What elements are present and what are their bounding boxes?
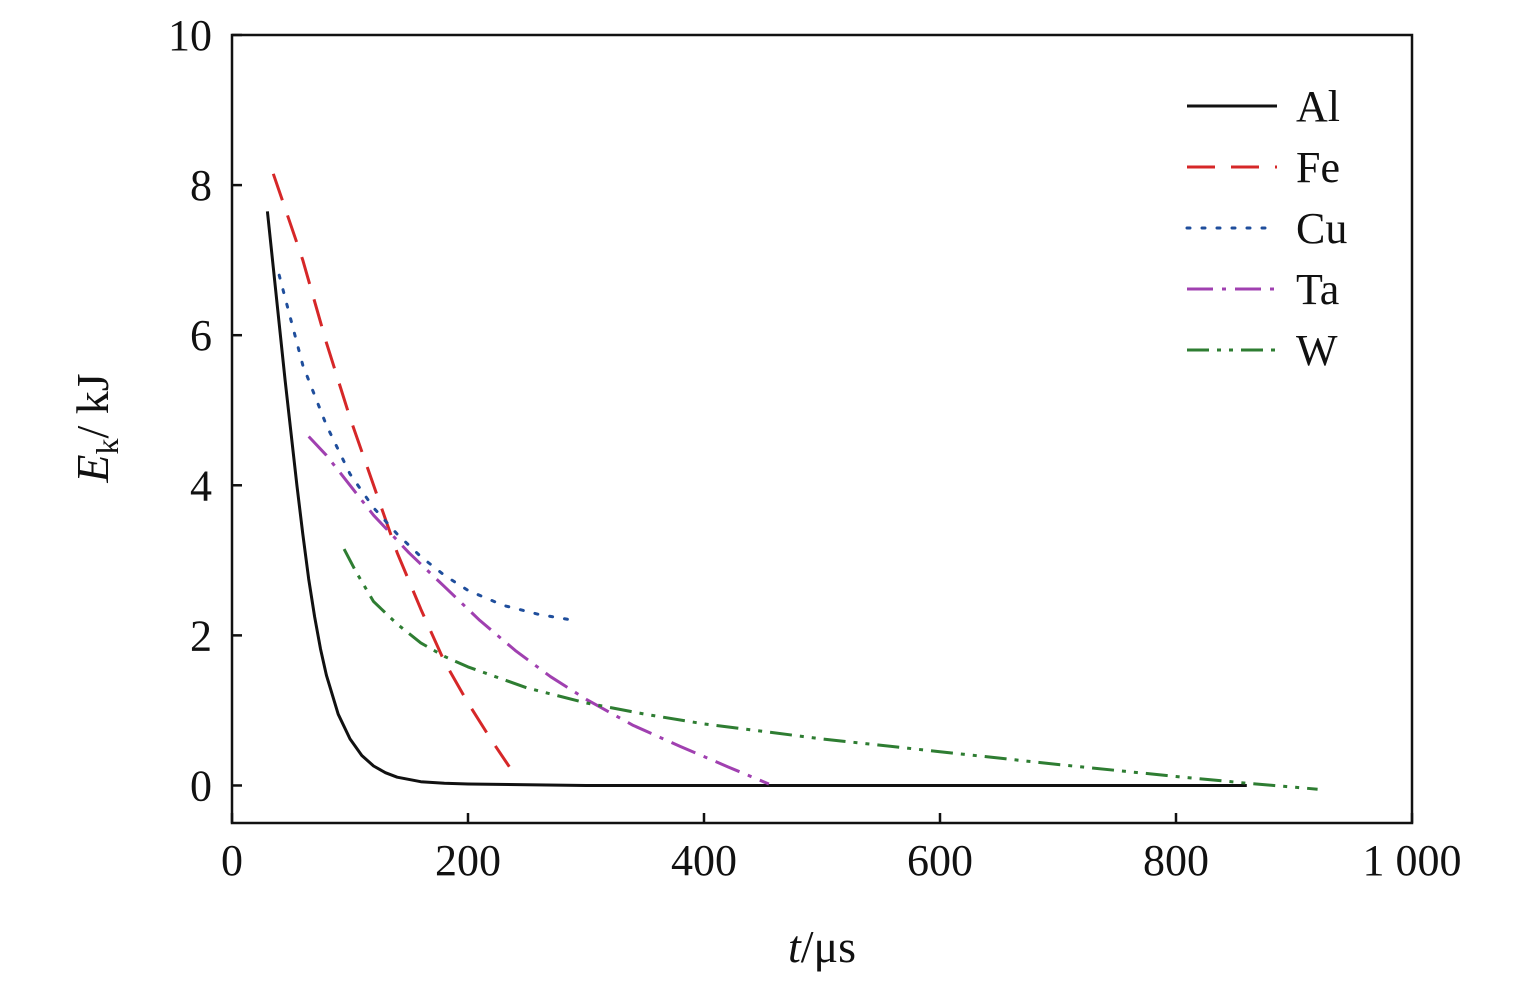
- y-tick-label: 2: [190, 611, 212, 660]
- x-axis-label: t/μs: [788, 921, 856, 972]
- plot-area: [230, 33, 1414, 825]
- y-tick-label: 4: [190, 461, 212, 510]
- plot-frame: [230, 33, 1414, 825]
- series-line-w: [342, 548, 1318, 791]
- legend-label-ta: Ta: [1296, 265, 1339, 314]
- x-tick-label: 200: [435, 836, 501, 885]
- legend-label-fe: Fe: [1296, 143, 1340, 192]
- x-tick-label: 600: [907, 836, 973, 885]
- x-axis-unit: /μs: [801, 921, 856, 972]
- legend-label-w: W: [1296, 326, 1338, 375]
- x-axis-ticks: 0 200 400 600 800 1 000: [221, 813, 1462, 885]
- legend-label-cu: Cu: [1296, 204, 1347, 253]
- x-tick-label: 0: [221, 836, 243, 885]
- series-layer: [265, 173, 1318, 791]
- x-tick-label: 1 000: [1363, 836, 1462, 885]
- x-tick-label: 800: [1143, 836, 1209, 885]
- series-line-al: [265, 211, 1247, 787]
- series-line-cu: [277, 273, 576, 622]
- y-tick-label: 0: [190, 761, 212, 810]
- y-axis-ticks: 0 2 4 6 8 10: [168, 11, 242, 810]
- y-axis-variable: E: [67, 455, 118, 484]
- y-tick-label: 6: [190, 311, 212, 360]
- x-tick-label: 400: [671, 836, 737, 885]
- legend-label-al: Al: [1296, 82, 1340, 131]
- legend: Al Fe Cu Ta W: [1185, 82, 1347, 375]
- series-line-fe: [271, 173, 511, 768]
- y-tick-label: 8: [190, 161, 212, 210]
- x-axis-variable: t: [788, 921, 802, 972]
- y-axis-subscript: k: [89, 439, 125, 455]
- y-axis-unit: / kJ: [67, 373, 118, 438]
- series-line-ta: [307, 435, 770, 786]
- y-tick-label: 10: [168, 11, 212, 60]
- y-axis-label: Ek/ kJ: [67, 373, 125, 483]
